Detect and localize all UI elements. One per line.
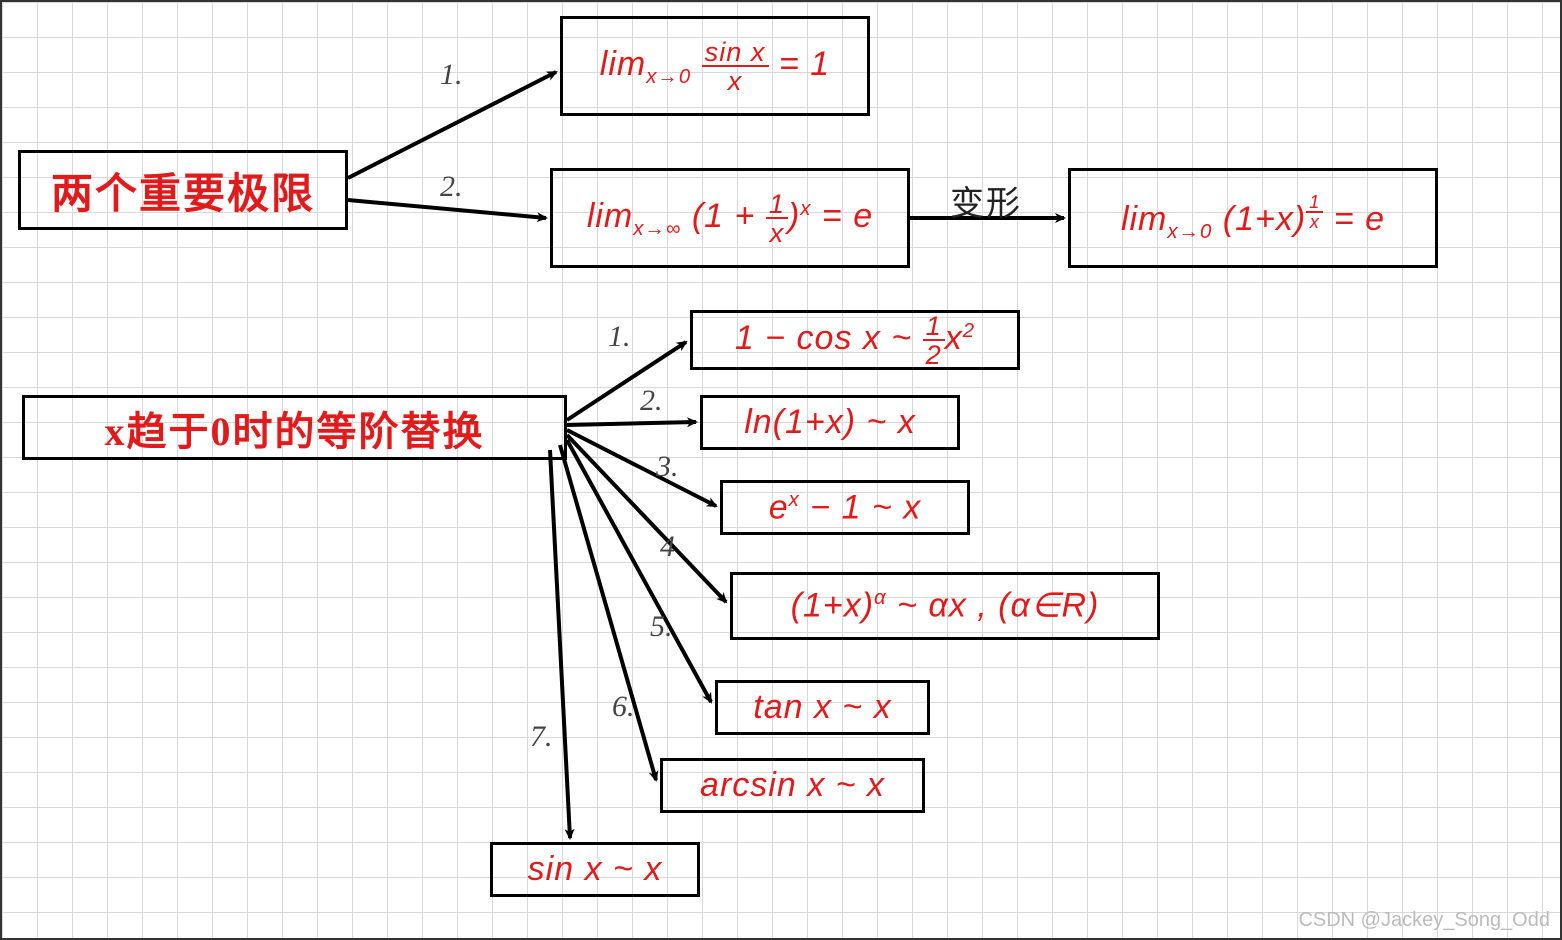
lim2b-formula: limx→0 (1+x)1x = e [1121, 193, 1385, 243]
edge-label: 1. [608, 320, 631, 354]
edge-label: 3. [656, 450, 679, 484]
node-eq-1-cosx: 1 − cos x ~ 12x2 [690, 310, 1020, 370]
lim1-formula: limx→0 sin xx = 1 [600, 38, 830, 94]
node-limit-1-plus-x-power-1overx: limx→0 (1+x)1x = e [1068, 168, 1438, 268]
edge-label: 4 [660, 530, 675, 564]
edge-label: 5. [650, 610, 673, 644]
edge-label: 2. [640, 384, 663, 418]
edge-label: 6. [612, 690, 635, 724]
eq6-formula: arcsin x ~ x [700, 767, 885, 804]
eq1-formula: 1 − cos x ~ 12x2 [735, 312, 975, 368]
node-eq-ln1plusx: ln(1+x) ~ x [700, 395, 960, 450]
edge-label: 7. [530, 720, 553, 754]
root2-label: x趋于0时的等阶替换 [105, 399, 485, 457]
root1-label: 两个重要极限 [51, 160, 315, 221]
eq2-formula: ln(1+x) ~ x [744, 404, 916, 441]
eq3-formula: ex − 1 ~ x [769, 489, 922, 527]
edge-label: 2. [440, 170, 463, 204]
eq7-formula: sin x ~ x [528, 851, 663, 888]
eq4-formula: (1+x)α ~ αx , (α∈R) [791, 587, 1100, 625]
eq5-formula: tan x ~ x [753, 689, 891, 726]
root-equivalent-infinitesimals: x趋于0时的等阶替换 [22, 395, 567, 460]
watermark: CSDN @Jackey_Song_Odd [1298, 909, 1550, 932]
node-eq-sinx: sin x ~ x [490, 842, 700, 897]
node-eq-arcsinx: arcsin x ~ x [660, 758, 925, 813]
node-eq-ex-minus-1: ex − 1 ~ x [720, 480, 970, 535]
node-limit-sinx-over-x: limx→0 sin xx = 1 [560, 16, 870, 116]
lim2-formula: limx→∞ (1 + 1x)x = e [587, 190, 873, 246]
node-eq-1plusx-alpha: (1+x)α ~ αx , (α∈R) [730, 572, 1160, 640]
edge-label: 变形 [950, 176, 1022, 225]
node-eq-tanx: tan x ~ x [715, 680, 930, 735]
root-two-important-limits: 两个重要极限 [18, 150, 348, 230]
node-limit-1-plus-1overx: limx→∞ (1 + 1x)x = e [550, 168, 910, 268]
edge-label: 1. [440, 58, 463, 92]
